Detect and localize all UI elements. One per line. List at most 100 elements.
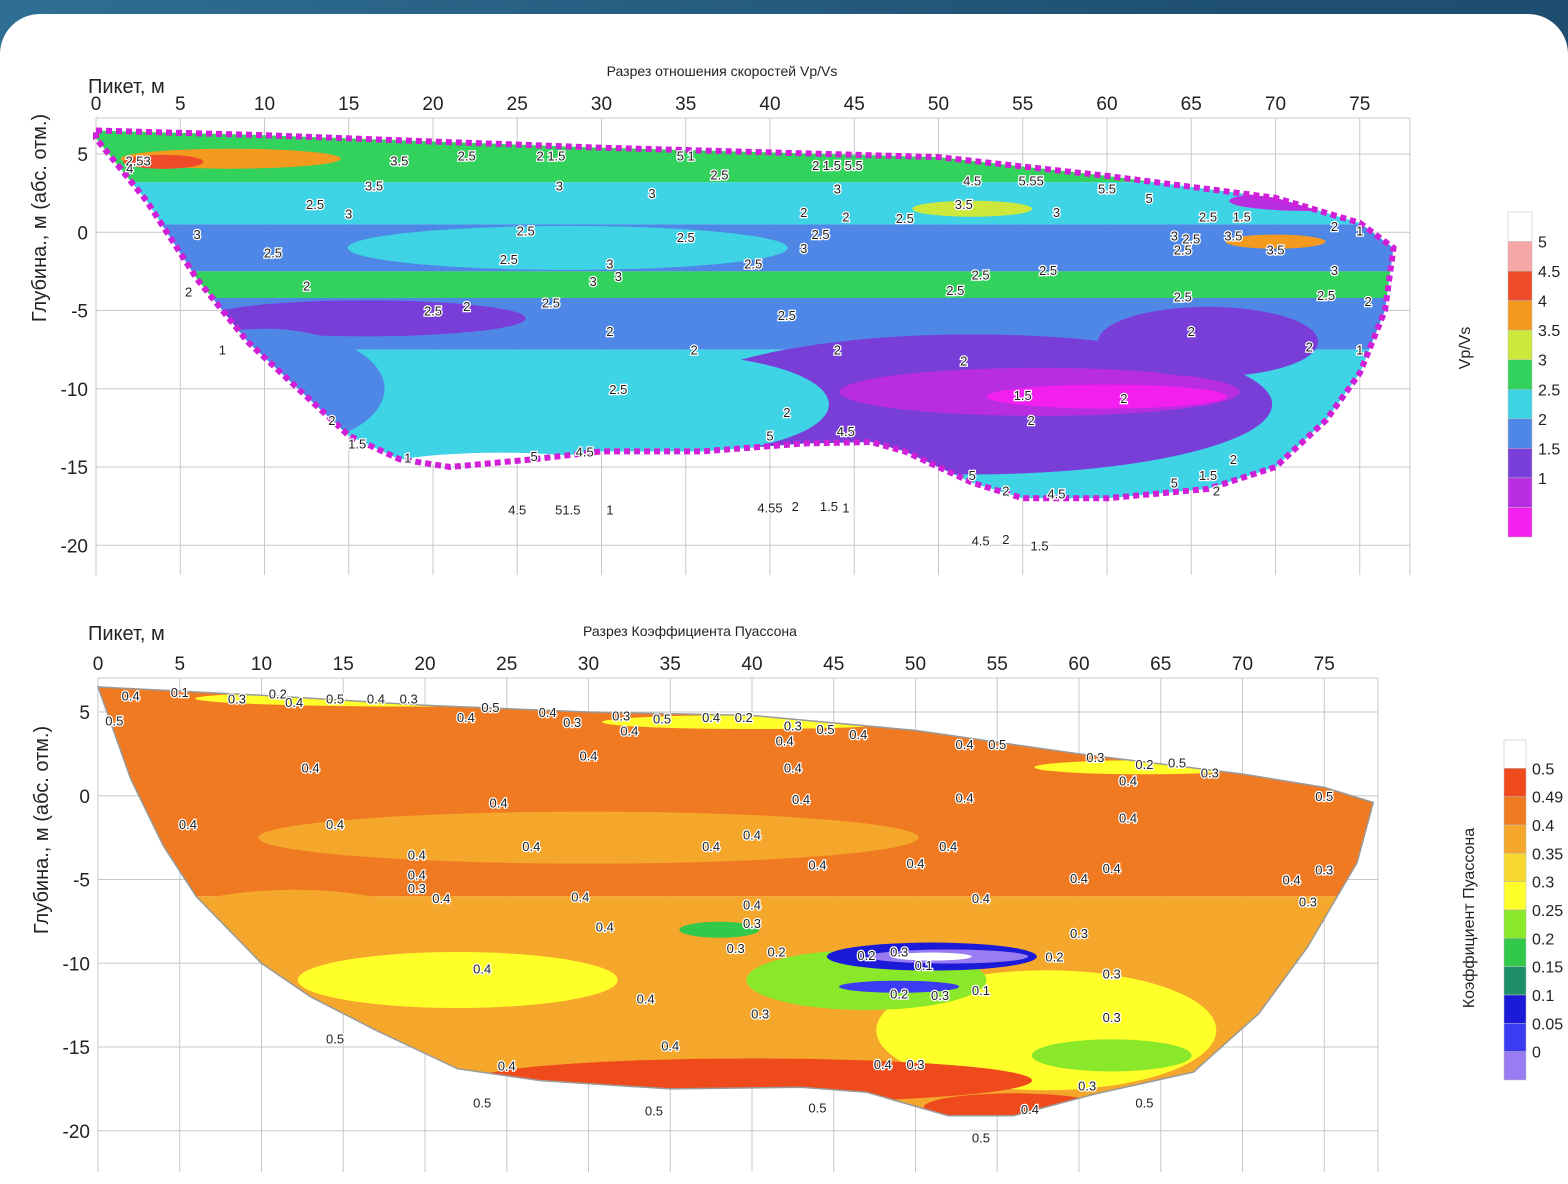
x-tick-label: 60 [1096, 94, 1117, 115]
contour-label: 2 [303, 278, 310, 293]
vpvs-section-edge [93, 127, 1397, 502]
colorbar-swatch [1507, 270, 1533, 301]
contour-label: 0.4 [956, 737, 974, 752]
contour-label: 2 [1002, 532, 1009, 547]
contour-label: 1.5 [348, 437, 366, 452]
contour-label: 0.3 [1299, 894, 1317, 909]
contour-label: 0.4 [1103, 861, 1121, 876]
y-tick-label: -15 [61, 458, 88, 479]
contour-label: 3 [345, 206, 352, 221]
colorbar-tick: 0.05 [1532, 1016, 1563, 1033]
contour-label: 3 [606, 257, 613, 272]
contour-label: 0.4 [939, 839, 957, 854]
colorbar-swatch [1507, 507, 1533, 538]
contour-label: 0.4 [1119, 774, 1137, 789]
contour-label: 51.5 [555, 502, 580, 517]
contour-label: 0.5 [988, 737, 1006, 752]
contour-label: 2.5 [972, 268, 990, 283]
contour-label: 0.4 [792, 792, 810, 807]
poisson-zone [839, 980, 960, 993]
contour-label: 2.5 [812, 227, 830, 242]
contour-label: 2 [606, 324, 613, 339]
colorbar-swatch [1503, 966, 1527, 996]
contour-label: 0.4 [122, 688, 140, 703]
contour-label: 0.3 [727, 941, 745, 956]
contour-label: 2.5 [500, 252, 518, 267]
contour-label: 0.4 [367, 692, 385, 707]
poisson-ylabel: Глубина., м (абс. отм.) [31, 726, 53, 934]
colorbar-swatch [1503, 994, 1527, 1024]
contour-label: 0.3 [408, 881, 426, 896]
vpvs-zone [987, 384, 1227, 409]
poisson-colorbar: 0.5 0.49 0.4 0.35 0.3 0.25 0.2 0.15 0.1 0.05 0 [1503, 739, 1563, 1081]
colorbar-swatch [1503, 1023, 1527, 1052]
vpvs-xlabel: Пикет, м [88, 76, 165, 98]
x-tick-label: 55 [987, 654, 1008, 675]
contour-label: 0.3 [931, 988, 949, 1003]
colorbar-tick: 0 [1532, 1045, 1541, 1062]
colorbar-swatch [1507, 300, 1533, 331]
y-tick-label: -5 [71, 302, 88, 323]
vpvs-zone [1098, 306, 1319, 377]
vpvs-y-ticks: 5 0 -5 -10 -15 -20 [61, 145, 88, 557]
vpvs-zone [912, 200, 1033, 217]
colorbar-swatch [1507, 418, 1533, 449]
slide-panel: Разрез отношения скоростей Vp/Vs Пикет, … [0, 14, 1568, 1184]
contour-label: 0.2 [735, 710, 753, 725]
contour-label: 0.3 [1103, 1010, 1121, 1025]
contour-label: 0.3 [906, 1057, 924, 1072]
contour-label: 0.3 [400, 692, 418, 707]
contour-label: 4.5 [1047, 487, 1065, 502]
contour-label: 2.5 [542, 296, 560, 311]
contour-label: 0.4 [522, 839, 540, 854]
colorbar-swatch [1503, 881, 1527, 911]
contour-label: 0.4 [637, 991, 655, 1006]
poisson-zone [923, 1093, 1104, 1116]
contour-label: 2 1.5 [536, 149, 565, 164]
x-tick-label: 10 [254, 94, 275, 115]
x-tick-label: 45 [844, 94, 865, 115]
poisson-xlabel: Пикет, м [88, 623, 165, 645]
contour-label: 0.4 [702, 839, 720, 854]
y-tick-label: -20 [63, 1122, 90, 1143]
contour-label: 0.2 [890, 986, 908, 1001]
contour-label: 0.3 [563, 715, 581, 730]
contour-label: 0.2 [1045, 950, 1063, 965]
contour-label: 1.5 [1233, 210, 1251, 225]
colorbar-tick: 2 [1538, 412, 1547, 429]
x-tick-label: 45 [823, 654, 844, 675]
contour-label: 4.55 [757, 501, 782, 516]
y-tick-label: 5 [79, 703, 90, 724]
contour-label: 0.2 [767, 945, 785, 960]
contour-label: 4 [126, 161, 133, 176]
contour-label: 0.3 [1086, 750, 1104, 765]
contour-label: 0.4 [743, 827, 761, 842]
contour-label: 0.1 [972, 983, 990, 998]
colorbar-swatch [1507, 477, 1533, 508]
colorbar-swatch [1503, 938, 1527, 967]
vpvs-band [96, 271, 1394, 298]
poisson-zone [679, 921, 760, 938]
contour-label: 1.5 [1014, 388, 1032, 403]
x-tick-label: 40 [759, 94, 780, 115]
x-tick-label: 60 [1068, 654, 1089, 675]
colorbar-tick: 4 [1538, 294, 1547, 311]
contour-label: 2.5 [744, 257, 762, 272]
contour-label: 0.5 [1168, 755, 1186, 770]
contour-label: 0.4 [874, 1057, 892, 1072]
y-tick-label: -5 [73, 871, 90, 892]
contour-label: 0.4 [571, 889, 589, 904]
poisson-x-ticks: 0 5 10 15 20 25 30 35 40 45 50 55 60 65 70 75 [93, 654, 1335, 675]
contour-label: 0.4 [432, 891, 450, 906]
contour-label: 4.5 [508, 502, 526, 517]
colorbar-tick: 5 [1538, 235, 1547, 252]
vpvs-colorbar-label: Vp/Vs [1457, 327, 1474, 370]
poisson-zone [891, 952, 972, 961]
contour-label: 5 [969, 468, 976, 483]
contour-label: 0.2 [1135, 757, 1153, 772]
vpvs-zone [1229, 190, 1390, 211]
x-tick-label: 0 [91, 94, 102, 115]
contour-label: 2.5 [424, 304, 442, 319]
contour-label: 2 [800, 205, 807, 220]
contour-label: 0.5 [326, 1032, 344, 1047]
